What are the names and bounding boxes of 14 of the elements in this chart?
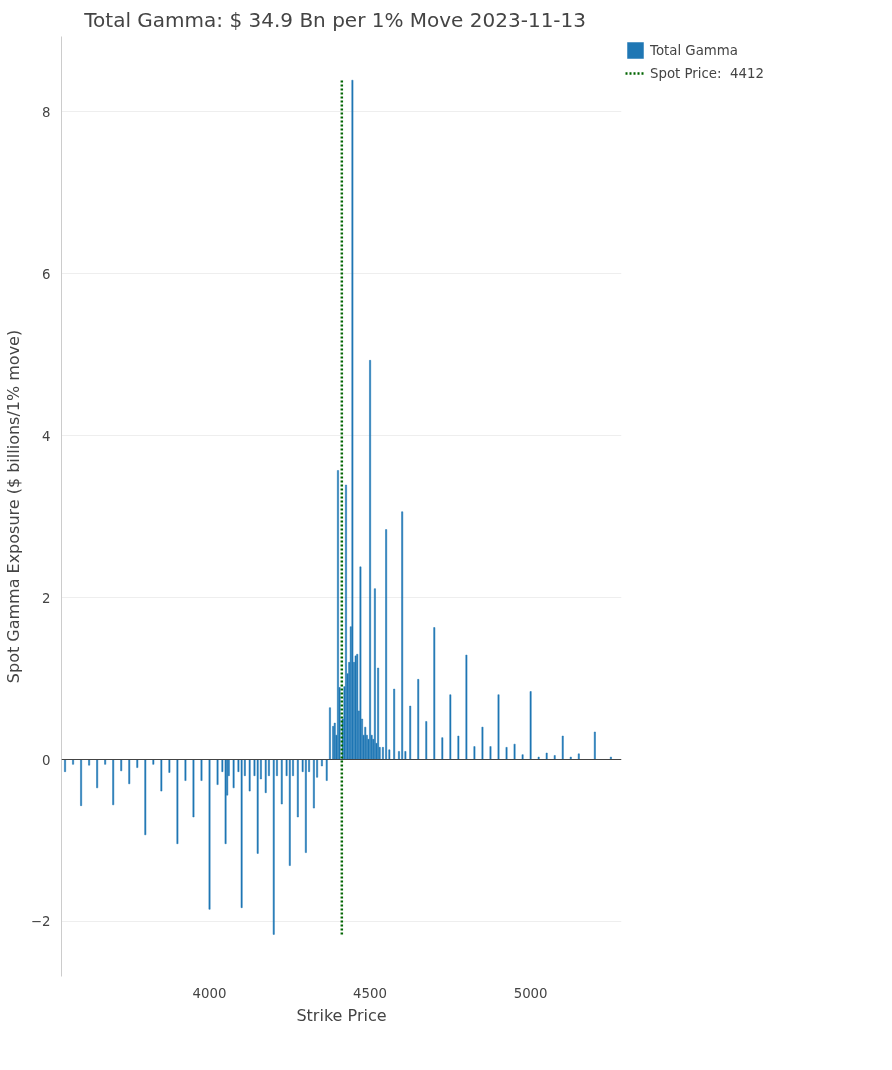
y-tick-label: 8 [42, 104, 51, 120]
x-tick-label: 5000 [513, 985, 548, 1001]
x-tick-label: 4000 [192, 985, 227, 1001]
chart-title: Total Gamma: $ 34.9 Bn per 1% Move 2023-11-13 [83, 7, 587, 32]
x-axis-title: Strike Price [296, 1005, 387, 1025]
y-tick-label: 2 [42, 590, 51, 606]
x-tick-label: 4500 [353, 985, 388, 1001]
legend-label: Spot Price: 4412 [650, 65, 764, 81]
legend-label: Total Gamma [650, 42, 738, 58]
y-tick-label: −2 [30, 914, 51, 930]
y-axis-title: Spot Gamma Exposure ($ billions/1% move) [3, 329, 23, 684]
y-tick-label: 4 [42, 428, 51, 444]
y-tick-label: 6 [42, 266, 51, 282]
y-tick-label: 0 [42, 752, 51, 768]
